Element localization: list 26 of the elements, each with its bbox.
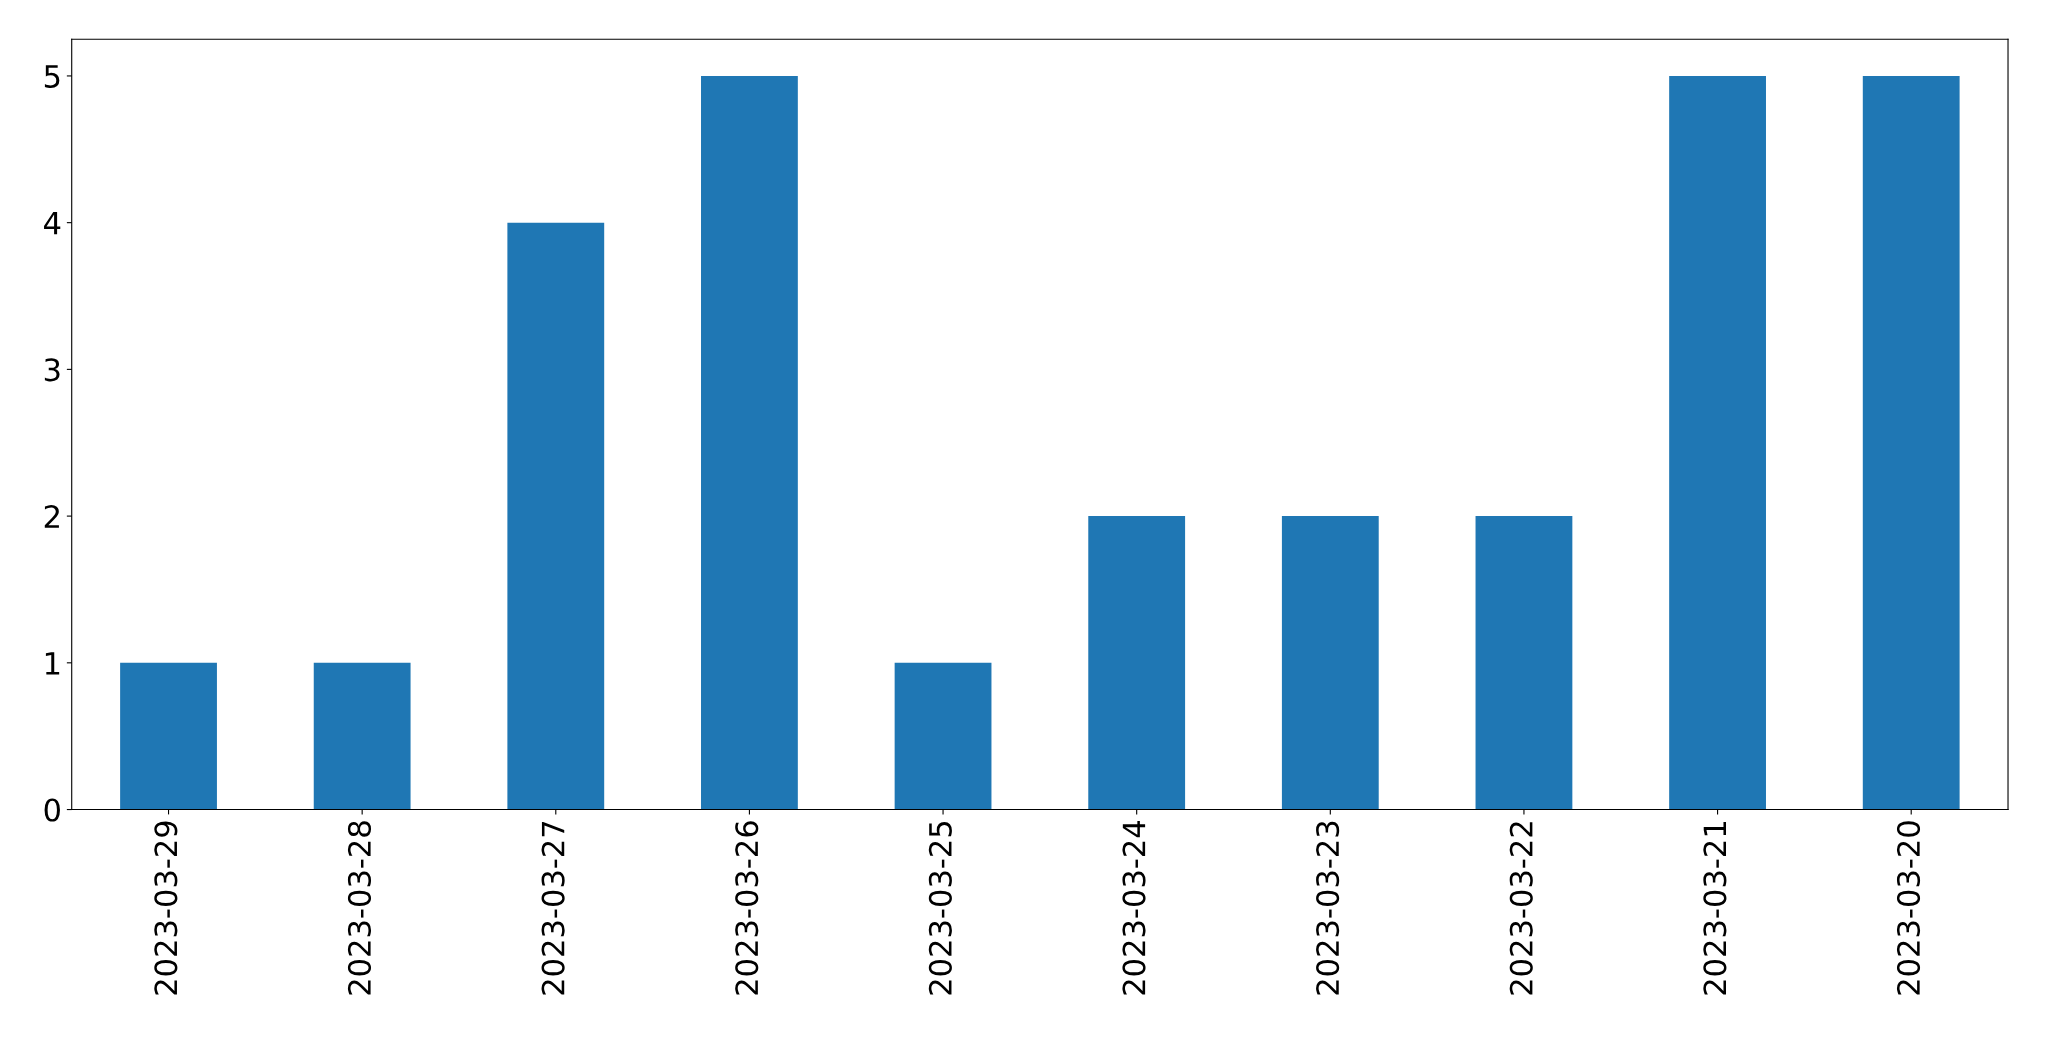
bar	[120, 662, 217, 810]
x-tick-label: 2023-03-28	[347, 821, 372, 995]
x-tick-label: 2023-03-21	[1703, 822, 1727, 995]
bar	[1669, 75, 1766, 810]
y-tick-label: 4	[44, 211, 61, 235]
bar	[701, 75, 798, 810]
y-tick-label: 0	[44, 798, 60, 822]
bar	[1281, 516, 1379, 810]
y-tick-label: 3	[44, 358, 60, 382]
x-tick-label: 2023-03-20	[1896, 821, 1921, 995]
bar	[1088, 516, 1186, 810]
x-tick-label: 2023-03-25	[928, 821, 952, 995]
x-tick-label: 2023-03-24	[1122, 820, 1146, 995]
bar	[313, 662, 411, 810]
y-tick-label: 5	[44, 65, 60, 88]
bar	[894, 662, 992, 810]
x-tick-label: 2023-03-29	[154, 821, 178, 995]
bar	[507, 222, 605, 810]
bar	[1475, 516, 1573, 810]
y-tick-label: 2	[44, 505, 59, 528]
x-tick-label: 2023-03-23	[1316, 821, 1340, 995]
y-tick-label: 1	[45, 652, 60, 675]
bar	[1862, 75, 1960, 810]
x-tick-label: 2023-03-27	[541, 821, 565, 995]
x-tick-label: 2023-03-22	[1509, 822, 1533, 995]
x-tick-label: 2023-03-26	[735, 821, 759, 995]
